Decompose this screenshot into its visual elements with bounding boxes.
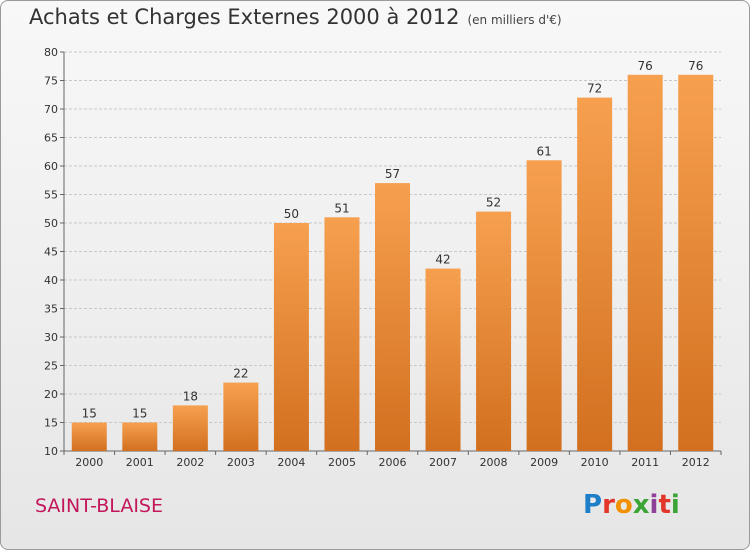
y-tick-label: 75 — [44, 75, 58, 88]
data-label-2010: 72 — [587, 82, 602, 96]
y-tick-label: 30 — [44, 331, 58, 344]
bar-2003 — [223, 382, 259, 451]
bar-2011 — [627, 74, 663, 452]
bar-2005 — [324, 217, 360, 451]
x-tick-label: 2002 — [176, 456, 204, 469]
bar-2002 — [172, 405, 208, 451]
x-tick-label: 2006 — [379, 456, 407, 469]
data-label-2011: 76 — [638, 59, 653, 73]
y-tick-label: 40 — [44, 274, 58, 287]
bar-2012 — [678, 74, 714, 452]
bar-2008 — [476, 211, 512, 451]
bar-2000 — [71, 422, 107, 451]
x-tick-label: 2011 — [631, 456, 659, 469]
label-layer: 15 15 18 22 50 51 57 42 52 61 72 76 76 — [82, 59, 704, 421]
data-label-2003: 22 — [233, 367, 248, 381]
data-label-2001: 15 — [132, 407, 147, 421]
data-label-2005: 51 — [334, 201, 349, 215]
bar-2006 — [375, 183, 410, 451]
bar-layer — [71, 74, 714, 452]
y-tick-label: 20 — [44, 388, 58, 401]
x-tick-label: 2003 — [227, 456, 255, 469]
y-tick-label: 70 — [44, 103, 58, 116]
data-label-2008: 52 — [486, 196, 501, 210]
bar-2010 — [577, 97, 613, 451]
axis-layer: 10 15 20 25 30 35 40 45 50 55 60 65 70 75 80 2000 2001 20… — [44, 46, 722, 469]
chart-unit-label: (en milliers d'€) — [467, 13, 562, 27]
x-tick-label: 2000 — [75, 456, 103, 469]
chart-title-text: Achats et Charges Externes 2000 à 2012 — [29, 5, 460, 29]
y-tick-label: 25 — [44, 360, 58, 373]
proxiti-logo: Proxiti — [583, 490, 680, 520]
y-tick-label: 80 — [44, 46, 58, 59]
bar-2009 — [526, 160, 562, 452]
y-tick-label: 50 — [44, 217, 58, 230]
x-tick-label: 2010 — [581, 456, 609, 469]
x-tick-label: 2009 — [530, 456, 558, 469]
y-tick-label: 55 — [44, 189, 58, 202]
x-tick-label: 2001 — [126, 456, 154, 469]
x-tick-label: 2004 — [277, 456, 305, 469]
y-tick-label: 60 — [44, 160, 58, 173]
bar-2004 — [273, 223, 309, 451]
data-label-2007: 42 — [435, 253, 450, 267]
data-label-2000: 15 — [82, 407, 97, 421]
y-tick-label: 10 — [44, 445, 58, 458]
data-label-2004: 50 — [284, 207, 299, 221]
chart-title: Achats et Charges Externes 2000 à 2012 (e… — [29, 5, 562, 29]
x-tick-label: 2005 — [328, 456, 356, 469]
y-tick-label: 35 — [44, 303, 58, 316]
data-label-2012: 76 — [688, 59, 703, 73]
bar-2007 — [425, 268, 461, 451]
y-tick-label: 65 — [44, 132, 58, 145]
bar-2001 — [122, 422, 158, 451]
x-tick-label: 2012 — [682, 456, 710, 469]
y-tick-label: 45 — [44, 246, 58, 259]
data-label-2002: 18 — [183, 389, 198, 403]
x-tick-label: 2007 — [429, 456, 457, 469]
commune-name: SAINT-BLAISE — [35, 495, 163, 517]
y-tick-label: 15 — [44, 417, 58, 430]
x-tick-label: 2008 — [480, 456, 508, 469]
data-label-2006: 57 — [385, 167, 400, 181]
data-label-2009: 61 — [536, 144, 551, 158]
